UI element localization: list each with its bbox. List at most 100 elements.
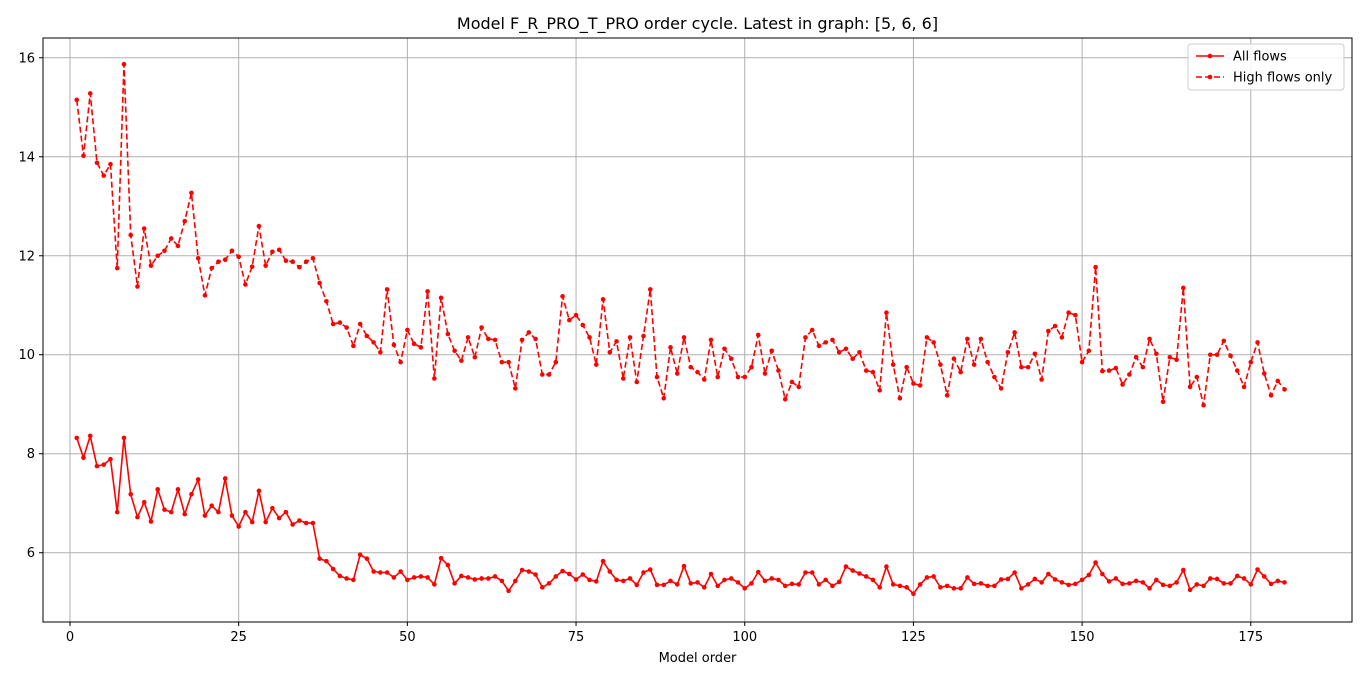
data-point [189,492,194,497]
data-point [877,585,882,590]
data-point [94,463,100,469]
data-point [135,514,140,520]
data-point [195,255,201,261]
legend-label: All flows [1233,50,1287,65]
data-point [641,570,646,575]
data-point [1120,581,1125,587]
x-tick-label: 125 [901,630,926,645]
data-point [985,583,990,589]
data-point [486,576,491,581]
data-point [1241,576,1247,581]
tick-layer: 0 25 50 75 100 125 150 175 6 8 10 12 14 16 [18,51,1263,645]
data-point [229,513,235,518]
data-point [681,563,687,569]
data-point [1025,582,1031,587]
data-point [270,505,275,511]
data-point [890,582,896,587]
data-point [162,507,167,512]
data-point [1100,368,1105,374]
data-point [782,396,788,402]
data-point [904,585,909,590]
data-point [297,264,302,270]
data-point [263,519,268,525]
data-point [1073,581,1078,587]
x-tick-label: 0 [66,630,74,645]
data-point [486,336,491,342]
data-point [452,348,457,354]
y-tick-label: 10 [18,348,35,363]
data-point [607,569,613,574]
data-point [506,588,511,594]
data-point [513,578,518,584]
data-point [728,576,734,581]
x-tick-label: 25 [230,630,247,645]
data-point [755,569,761,575]
data-point [459,573,464,579]
data-point [418,345,424,350]
data-point [317,556,322,561]
data-point [1127,372,1132,377]
data-point [411,575,417,580]
data-point [749,581,754,586]
data-point [762,371,768,376]
data-point [310,255,316,261]
data-point [141,226,147,231]
data-point [944,393,950,398]
data-point [803,335,808,340]
data-point [931,340,936,345]
data-point [722,346,727,352]
data-point [465,575,471,580]
data-point [965,575,970,580]
data-point [965,336,970,342]
data-point [1248,359,1254,365]
data-point [1201,583,1206,589]
data-point [890,362,896,367]
data-point [661,582,667,588]
data-point [317,280,322,286]
data-point [776,368,781,373]
data-point [816,582,822,587]
data-point [540,372,545,377]
data-point [1012,330,1017,335]
data-point [209,265,214,271]
data-point [229,248,235,254]
data-point [1228,581,1233,586]
data-point [789,581,795,587]
data-point [796,384,802,390]
data-point [121,61,127,67]
data-point [337,573,343,579]
data-point [276,247,282,253]
data-point [742,586,748,591]
data-point [1019,364,1024,370]
data-point [708,571,714,577]
data-point [425,575,430,580]
data-point [1214,576,1220,582]
data-point [398,359,403,365]
data-point [479,576,484,581]
grid-layer [43,38,1352,622]
data-point [128,232,134,238]
data-point [742,374,748,380]
data-point [1005,576,1011,582]
data-point [607,349,613,355]
data-point [695,580,700,585]
data-point [411,341,417,347]
data-point [823,340,828,345]
data-point [1046,571,1051,577]
data-point [378,570,383,575]
data-point [931,574,936,579]
data-point [148,519,154,524]
data-point [1025,364,1031,370]
data-point [162,248,167,254]
data-point [897,583,903,589]
series-high-flows-only [74,61,1287,408]
data-point [533,572,538,577]
data-point [1133,354,1139,360]
data-point [843,564,849,569]
data-point [330,321,336,327]
data-point [661,396,667,401]
data-point [1039,580,1044,585]
data-point [513,386,518,391]
data-point [634,379,640,385]
data-point [1194,374,1200,380]
